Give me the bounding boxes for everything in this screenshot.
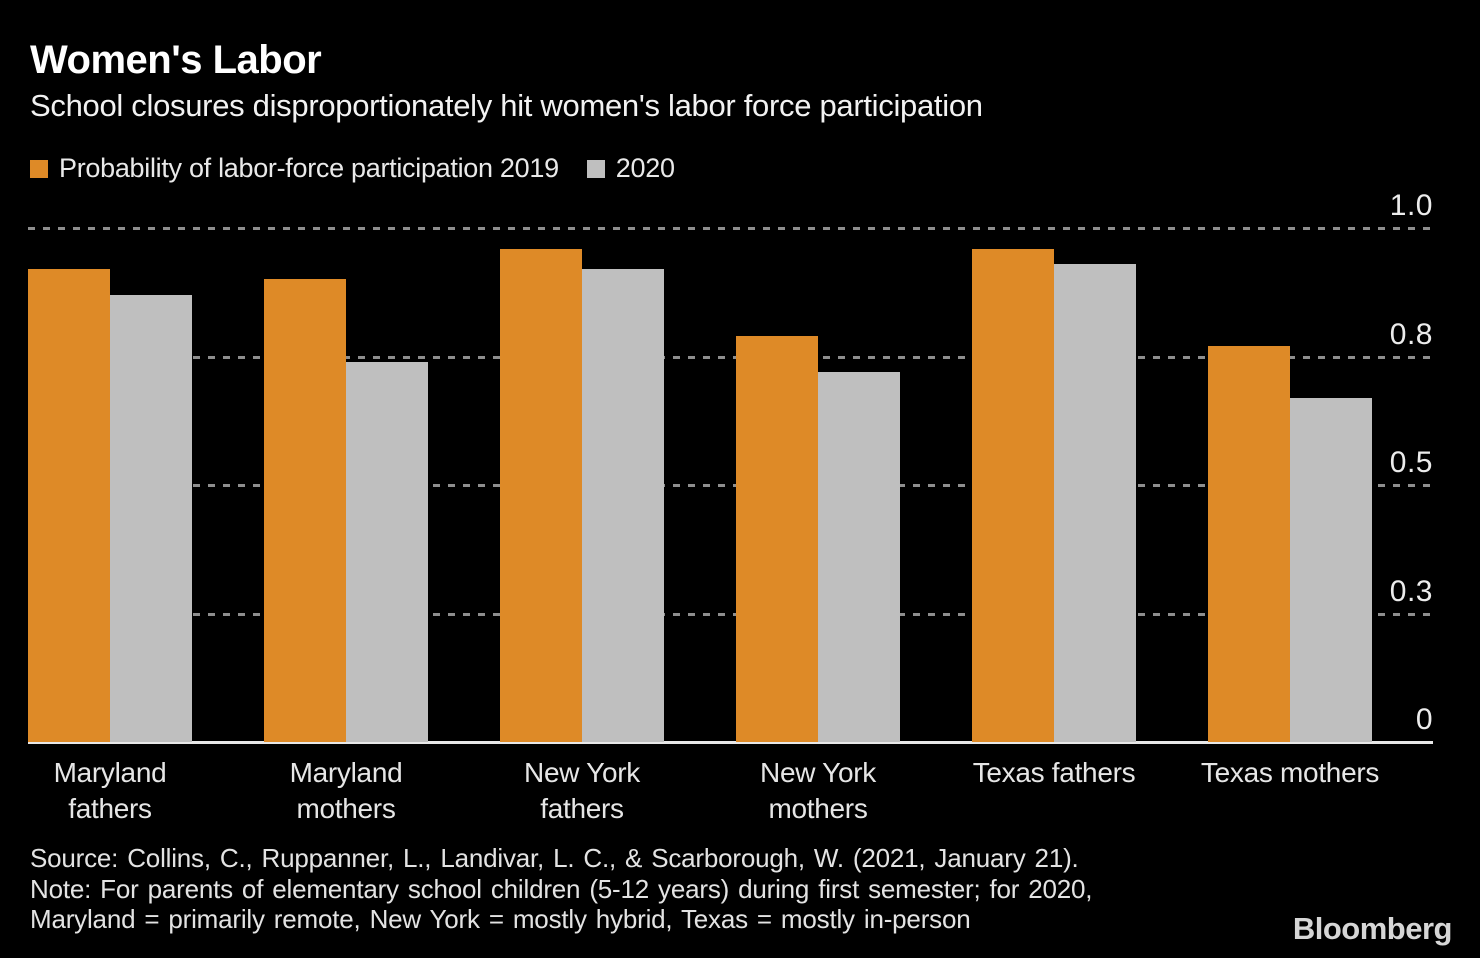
y-axis-tick-label: 0.3 [1389, 574, 1433, 608]
gridline [28, 227, 1433, 230]
y-axis-tick-label: 0.8 [1389, 317, 1433, 351]
y-axis-tick-label: 1.0 [1389, 189, 1433, 222]
legend-swatch-icon [30, 159, 48, 178]
chart-title: Women's Labor [30, 38, 322, 82]
category-label-maryland-fathers: Maryland fathers [53, 757, 167, 824]
bar-maryland-fathers-2019 [28, 269, 110, 742]
y-axis-tick-label: 0 [1415, 703, 1433, 736]
footer: Source: Collins, C., Ruppanner, L., Land… [30, 843, 1093, 935]
bar-new-york-fathers-2020 [582, 269, 664, 742]
category-label-texas-fathers: Texas fathers [972, 757, 1136, 788]
category-label-texas-mothers: Texas mothers [1200, 757, 1380, 788]
bar-new-york-mothers-2019 [736, 335, 818, 742]
category-label-new-york-fathers: New York fathers [524, 757, 640, 824]
bar-texas-fathers-2019 [972, 248, 1054, 742]
bar-texas-mothers-2020 [1290, 397, 1372, 742]
legend-swatch-icon [586, 159, 605, 178]
source-text: Source: Collins, C., Ruppanner, L., Land… [30, 843, 1079, 873]
legend-label: Probability of labor-force participation… [59, 153, 559, 183]
note-text-continued: Maryland = primarily remote, New York = … [30, 904, 971, 934]
bar-texas-fathers-2020 [1054, 263, 1136, 742]
gridline [28, 355, 1433, 359]
y-axis-tick-label: 0.5 [1389, 446, 1433, 479]
legend-label: 2020 [615, 153, 675, 183]
note-text: Note: For parents of elementary school c… [30, 873, 1093, 904]
bar-new-york-mothers-2020 [818, 371, 900, 742]
legend-item-2020: 2020 [586, 153, 675, 184]
bar-maryland-fathers-2020 [110, 294, 192, 742]
bar-maryland-mothers-2019 [264, 279, 346, 742]
chart-legend: Probability of labor-force participation… [30, 153, 675, 184]
bar-maryland-mothers-2020 [346, 361, 428, 742]
bar-texas-mothers-2019 [1208, 346, 1290, 742]
bar-new-york-fathers-2019 [500, 248, 582, 742]
plot-area: 1.0 0.8 0.5 0.3 0 [28, 189, 1433, 744]
chart-subtitle: School closures disproportionately hit w… [30, 88, 983, 123]
legend-item-2019: Probability of labor-force participation… [30, 153, 559, 184]
x-axis-baseline [28, 741, 1433, 744]
gridline [28, 612, 1433, 616]
bloomberg-logo: Bloomberg [1292, 911, 1453, 946]
category-label-maryland-mothers: Maryland mothers [289, 757, 403, 824]
gridline [28, 484, 1433, 487]
category-label-new-york-mothers: New York mothers [760, 757, 876, 824]
